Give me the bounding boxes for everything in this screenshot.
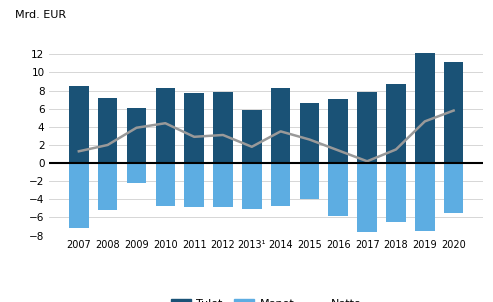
Bar: [415, 53, 435, 163]
Bar: [271, 88, 290, 163]
Bar: [386, 84, 406, 163]
Bar: [184, 93, 204, 163]
Bar: [155, 163, 175, 206]
Text: Mrd. EUR: Mrd. EUR: [15, 10, 66, 20]
Bar: [184, 163, 204, 207]
Bar: [213, 92, 233, 163]
Bar: [98, 98, 117, 163]
Bar: [328, 99, 348, 163]
Bar: [357, 163, 377, 232]
Bar: [300, 163, 319, 199]
Bar: [127, 108, 146, 163]
Legend: Tulot, Menot, Netto: Tulot, Menot, Netto: [167, 294, 366, 302]
Bar: [127, 163, 146, 183]
Bar: [386, 163, 406, 222]
Bar: [242, 163, 262, 209]
Bar: [69, 163, 89, 228]
Bar: [98, 163, 117, 210]
Bar: [155, 88, 175, 163]
Bar: [357, 92, 377, 163]
Bar: [213, 163, 233, 207]
Bar: [415, 163, 435, 231]
Bar: [328, 163, 348, 216]
Bar: [69, 86, 89, 163]
Bar: [300, 103, 319, 163]
Bar: [444, 62, 463, 163]
Bar: [271, 163, 290, 206]
Bar: [444, 163, 463, 213]
Bar: [242, 110, 262, 163]
